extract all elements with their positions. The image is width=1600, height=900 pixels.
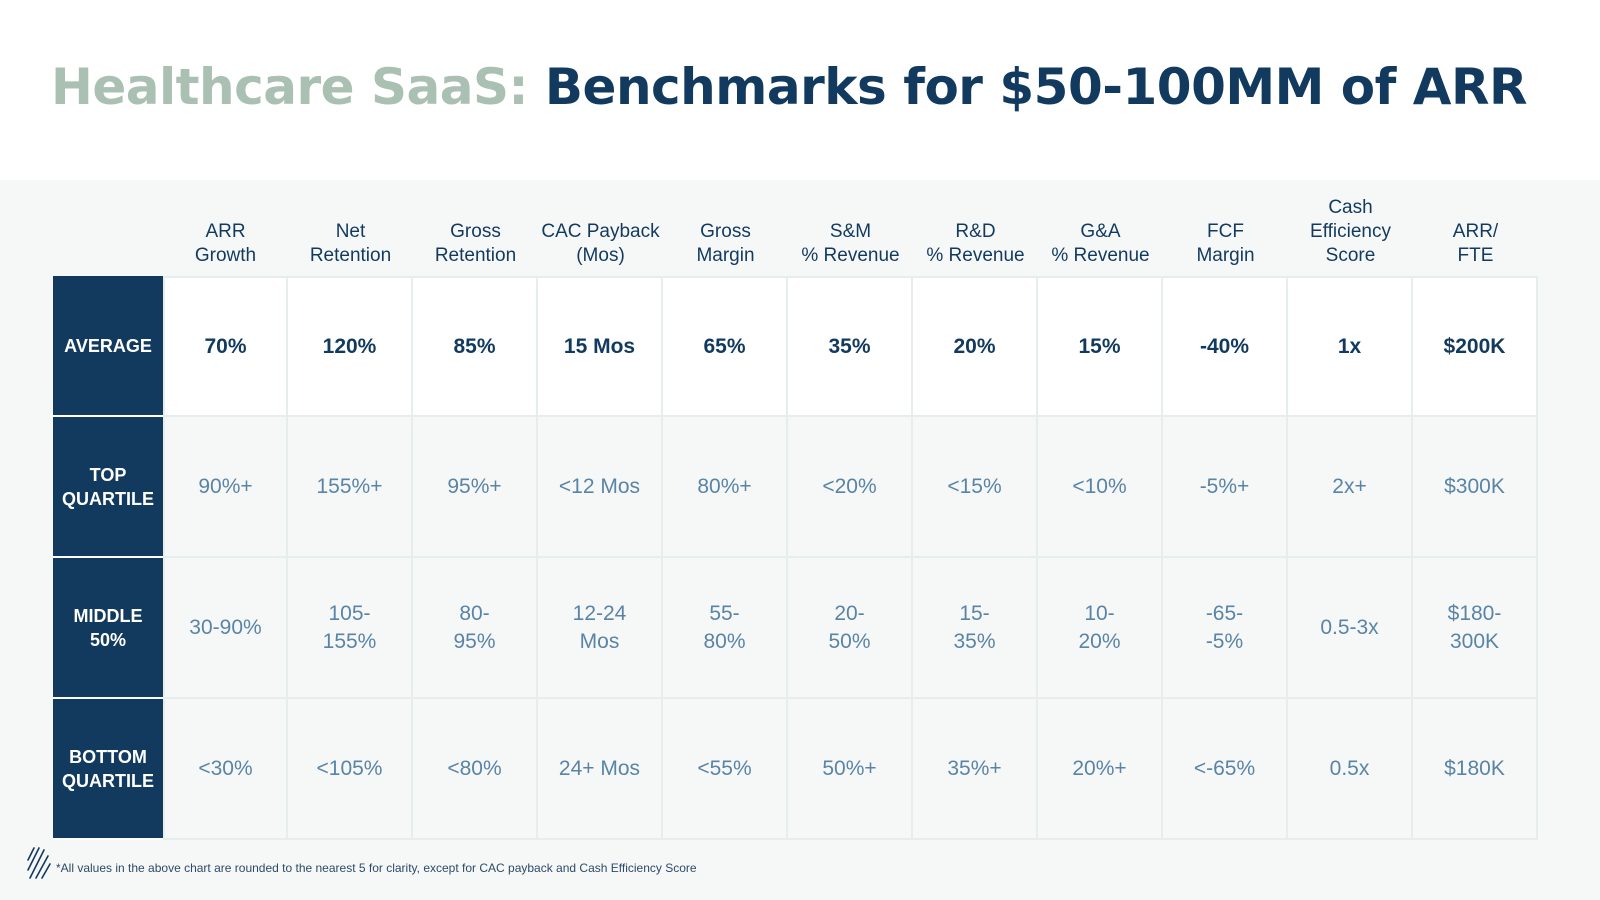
column-header: R&D % Revenue (926, 221, 1025, 266)
table-cell: 155%+ (288, 417, 413, 558)
table-cell: 30-90% (163, 558, 288, 699)
column-header: Cash Efficiency Score (1310, 197, 1391, 266)
column-header: CAC Payback (Mos) (541, 221, 660, 266)
table-cell: 55- 80% (663, 558, 788, 699)
table-cell: 2x+ (1288, 417, 1413, 558)
table-cell: 85% (413, 276, 538, 417)
table-cell: 24+ Mos (538, 699, 663, 840)
row-header: AVERAGE (53, 276, 163, 417)
table-cell: 95%+ (413, 417, 538, 558)
page-title: Healthcare SaaS: Benchmarks for $50-100M… (51, 58, 1527, 116)
table-cell: 90%+ (163, 417, 288, 558)
table-cell: 80- 95% (413, 558, 538, 699)
table-cell: 65% (663, 276, 788, 417)
table-cell: $180K (1413, 699, 1538, 840)
table-cell: <105% (288, 699, 413, 840)
table-cell: <-65% (1163, 699, 1288, 840)
row-header: TOP QUARTILE (53, 417, 163, 558)
column-header: Gross Margin (696, 221, 755, 266)
table-cell: 35%+ (913, 699, 1038, 840)
table-cell: -40% (1163, 276, 1288, 417)
table-cell: 35% (788, 276, 913, 417)
table-cell: <80% (413, 699, 538, 840)
table-cell: <10% (1038, 417, 1163, 558)
table-cell: -65- -5% (1163, 558, 1288, 699)
title-main: Benchmarks for $50-100MM of ARR (544, 58, 1528, 116)
table-cell: 105- 155% (288, 558, 413, 699)
table-cell: <30% (163, 699, 288, 840)
table-cell: <20% (788, 417, 913, 558)
table-cell: 20- 50% (788, 558, 913, 699)
table-cell: 15 Mos (538, 276, 663, 417)
table-cell: 120% (288, 276, 413, 417)
benchmark-table: ARR Growth Net Retention Gross Retention CA… (53, 192, 1538, 840)
column-header: ARR Growth (194, 221, 257, 266)
table-cell: 15% (1038, 276, 1163, 417)
title-prefix: Healthcare SaaS: (51, 58, 529, 116)
footnote: *All values in the above chart are round… (56, 861, 697, 875)
table-cell: <15% (913, 417, 1038, 558)
table-cell: 15- 35% (913, 558, 1038, 699)
table-cell: 80%+ (663, 417, 788, 558)
table-cell: 0.5x (1288, 699, 1413, 840)
table-cell: -5%+ (1163, 417, 1288, 558)
table-cell: 10- 20% (1038, 558, 1163, 699)
table-cell: <12 Mos (538, 417, 663, 558)
table-corner (53, 192, 163, 276)
table-cell: 1x (1288, 276, 1413, 417)
table-cell: 70% (163, 276, 288, 417)
table-cell: $200K (1413, 276, 1538, 417)
table-cell: 12-24 Mos (538, 558, 663, 699)
table-cell: 0.5-3x (1288, 558, 1413, 699)
column-header: G&A % Revenue (1051, 221, 1150, 266)
table-cell: $180- 300K (1413, 558, 1538, 699)
table-cell: $300K (1413, 417, 1538, 558)
column-header: Gross Retention (434, 221, 517, 266)
row-header: MIDDLE 50% (53, 558, 163, 699)
column-header: S&M % Revenue (801, 221, 900, 266)
table-cell: 20%+ (1038, 699, 1163, 840)
table-cell: 20% (913, 276, 1038, 417)
table-cell: 50%+ (788, 699, 913, 840)
column-header: ARR/ FTE (1452, 221, 1499, 266)
diagonal-lines-logo-icon (27, 847, 51, 879)
row-header: BOTTOM QUARTILE (53, 699, 163, 840)
column-header: Net Retention (309, 221, 392, 266)
column-header: FCF Margin (1196, 221, 1255, 266)
table-cell: <55% (663, 699, 788, 840)
